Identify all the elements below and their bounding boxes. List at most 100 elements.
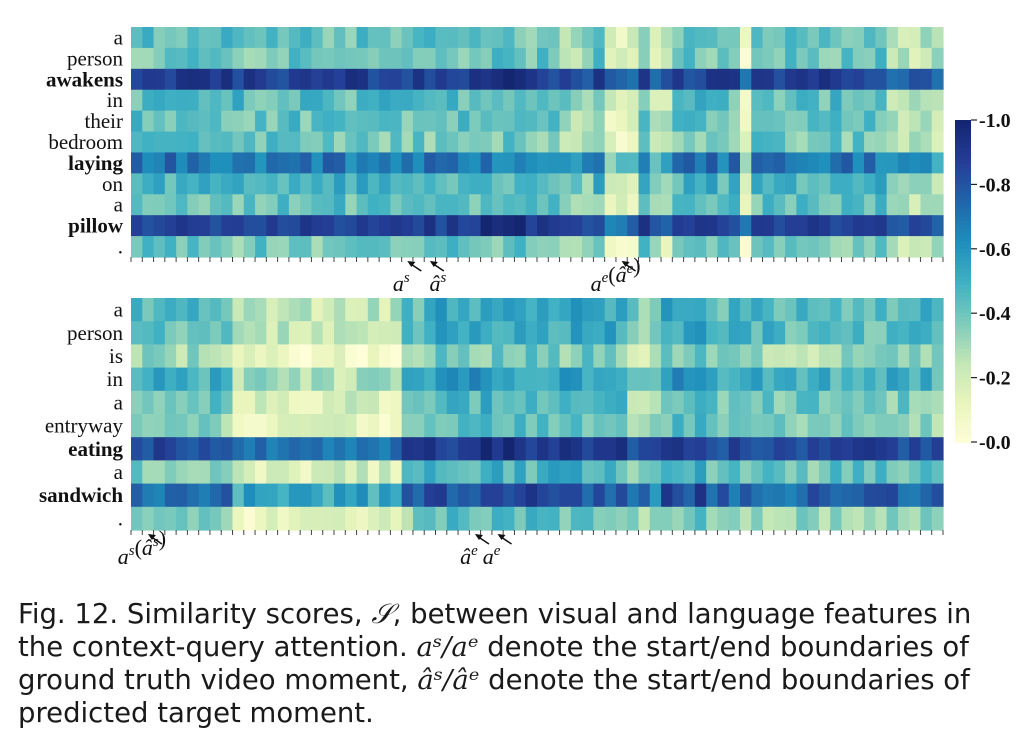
colorbar-segment — [955, 433, 971, 439]
heatmap-cell — [435, 131, 448, 154]
heatmap-cell — [796, 483, 809, 508]
heatmap-cell — [232, 460, 245, 485]
heatmap-cell — [142, 173, 155, 195]
heatmap-cell — [311, 89, 324, 112]
heatmap-cell — [334, 506, 346, 531]
heatmap-cell — [232, 344, 245, 369]
heatmap-cell — [807, 152, 820, 174]
heatmap-cell — [661, 215, 673, 237]
colorbar-segment — [955, 381, 971, 387]
heatmap-cell — [209, 89, 222, 112]
heatmap-cell — [537, 215, 549, 237]
heatmap-cell — [717, 27, 730, 49]
heatmap-cell — [390, 68, 403, 91]
heatmap-cell — [649, 437, 662, 461]
heatmap-cell — [401, 460, 414, 485]
heatmap-cell — [209, 506, 222, 531]
heatmap-cell — [322, 437, 335, 461]
heatmap-cell — [300, 215, 313, 237]
heatmap-cell — [728, 414, 741, 438]
heatmap-cell — [401, 68, 414, 91]
heatmap-cell — [334, 321, 346, 345]
heatmap-cell — [367, 414, 380, 438]
heatmap-cell — [311, 173, 324, 195]
heatmap-cell — [458, 483, 470, 508]
boundary-label: as — [393, 270, 410, 296]
boundary-label: ae — [483, 543, 501, 569]
heatmap-cell — [615, 298, 628, 322]
heatmap-cell — [503, 68, 516, 91]
heatmap-cell — [356, 414, 369, 438]
y-tick-label: a — [114, 193, 124, 217]
heatmap-cell — [796, 194, 809, 216]
heatmap-cell — [176, 68, 188, 91]
heatmap-cell — [570, 47, 583, 70]
heatmap-row-entryway — [131, 414, 944, 438]
heatmap-cell — [255, 367, 267, 392]
colorbar-segment — [955, 405, 971, 411]
heatmap-cell — [886, 152, 899, 174]
heatmap-cell — [503, 344, 516, 369]
heatmap-cell — [142, 27, 155, 49]
heatmap-cell — [412, 68, 425, 91]
heatmap-cell — [830, 27, 843, 49]
heatmap-cell — [841, 344, 854, 369]
heatmap-cell — [446, 68, 459, 91]
heatmap-cell — [446, 414, 459, 438]
heatmap-cell — [683, 194, 696, 216]
heatmap-cell — [548, 321, 561, 345]
heatmap-cell — [728, 47, 741, 70]
colorbar-segment — [955, 176, 971, 181]
heatmap-cell — [717, 236, 730, 258]
heatmap-cell — [604, 152, 617, 174]
heatmap-row-dot — [131, 506, 944, 531]
heatmap-cell — [537, 390, 549, 415]
heatmap-cell — [424, 236, 437, 258]
heatmap-cell — [886, 215, 899, 237]
heatmap-cell — [864, 236, 876, 258]
heatmap-cell — [322, 110, 335, 133]
heatmap-cell — [288, 215, 301, 237]
heatmap-cell — [897, 110, 910, 133]
heatmap-cell — [435, 321, 448, 345]
heatmap-cell — [537, 47, 549, 70]
heatmap-cell — [480, 194, 493, 216]
heatmap-cell — [740, 236, 752, 258]
heatmap-cell — [796, 110, 809, 133]
heatmap-cell — [164, 506, 177, 531]
heatmap-cell — [841, 173, 854, 195]
heatmap-cell — [717, 89, 730, 112]
heatmap-cell — [638, 27, 651, 49]
heatmap-cell — [706, 483, 719, 508]
heatmap-cell — [909, 27, 922, 49]
heatmap-cell — [683, 236, 696, 258]
heatmap-cell — [514, 131, 527, 154]
heatmap-cell — [649, 194, 662, 216]
heatmap-cell — [728, 390, 741, 415]
heatmap-cell — [176, 390, 188, 415]
heatmap-cell — [909, 194, 922, 216]
heatmap-cell — [379, 483, 391, 508]
heatmap-cell — [627, 194, 640, 216]
heatmap-cell — [931, 89, 944, 112]
heatmap-cell — [221, 173, 234, 195]
heatmap-cell — [920, 152, 933, 174]
heatmap-cell — [480, 152, 493, 174]
heatmap-cell — [255, 236, 267, 258]
heatmap-cell — [570, 390, 583, 415]
heatmap-row-a — [131, 298, 944, 322]
heatmap-cell — [728, 483, 741, 508]
heatmap-cell — [334, 27, 346, 49]
heatmap-cell — [334, 110, 346, 133]
heatmap-cell — [266, 131, 279, 154]
heatmap-cell — [243, 367, 256, 392]
heatmap-cell — [807, 89, 820, 112]
heatmap-cell — [334, 194, 346, 216]
heatmap-cell — [661, 152, 673, 174]
heatmap-cell — [164, 236, 177, 258]
heatmap-cell — [266, 437, 279, 461]
heatmap-cell — [897, 483, 910, 508]
heatmap-cell — [424, 131, 437, 154]
heatmap-cell — [458, 460, 470, 485]
heatmap-cell — [852, 414, 865, 438]
